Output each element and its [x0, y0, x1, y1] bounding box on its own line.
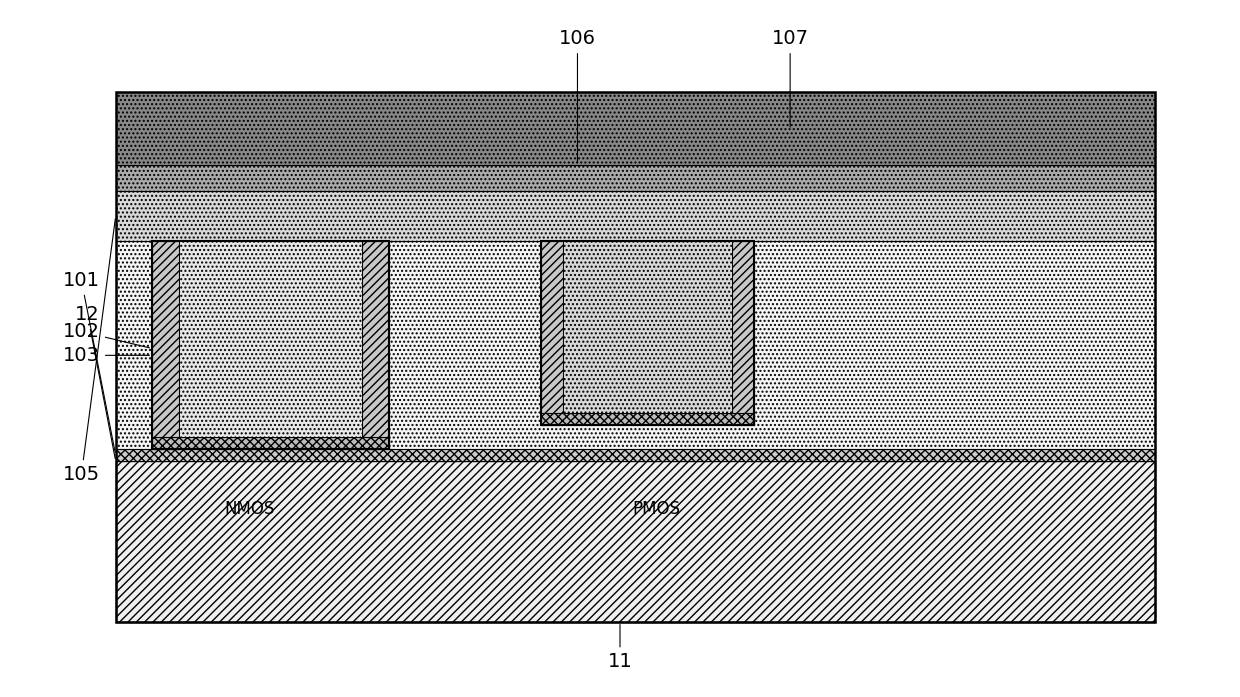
Text: NMOS: NMOS: [224, 500, 274, 518]
Text: 103: 103: [63, 346, 149, 365]
Text: 107: 107: [771, 29, 808, 127]
Bar: [153, 240, 389, 449]
Bar: [115, 92, 1154, 622]
Bar: [179, 240, 362, 436]
Bar: [541, 413, 754, 425]
Text: 11: 11: [608, 625, 632, 671]
Bar: [541, 240, 754, 425]
Bar: [362, 240, 389, 449]
Bar: [732, 240, 754, 425]
Bar: [153, 436, 389, 449]
Text: PMOS: PMOS: [632, 500, 681, 518]
Text: 102: 102: [63, 322, 150, 348]
Bar: [541, 240, 754, 425]
Bar: [115, 192, 1154, 240]
Bar: [563, 240, 732, 413]
Bar: [153, 240, 389, 449]
Text: 101: 101: [63, 270, 115, 452]
Bar: [115, 165, 1154, 192]
Bar: [541, 240, 563, 425]
Bar: [115, 449, 1154, 461]
Bar: [115, 93, 1154, 165]
Text: 106: 106: [559, 29, 596, 162]
Text: 105: 105: [63, 219, 115, 484]
Bar: [115, 240, 1154, 449]
Text: 12: 12: [76, 305, 115, 459]
Bar: [115, 461, 1154, 622]
Bar: [153, 240, 179, 449]
